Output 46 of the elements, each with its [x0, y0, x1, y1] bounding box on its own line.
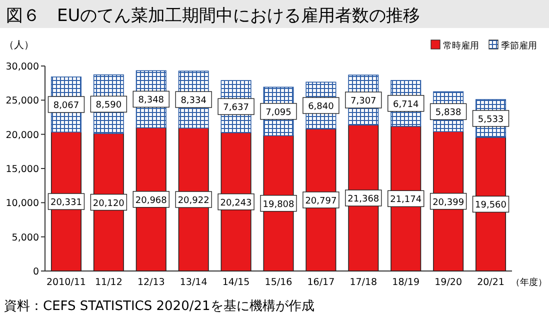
- x-tick-label: 15/16: [264, 277, 292, 288]
- data-label: 8,334: [180, 96, 207, 106]
- data-label: 21,368: [348, 194, 380, 204]
- x-tick-label: 18/19: [392, 277, 420, 288]
- x-tick-label: 2010/11: [46, 277, 86, 288]
- data-label: 8,348: [138, 96, 164, 106]
- x-tick-label: 13/14: [180, 277, 208, 288]
- text: 資料：CEFS STATISTICS 2020/21を基に機構が作成: [4, 299, 314, 314]
- data-label: 21,174: [390, 195, 422, 206]
- x-tick-label: 17/18: [350, 277, 378, 288]
- data-label: 7,307: [350, 96, 376, 107]
- data-label: 6,840: [308, 102, 334, 112]
- data-label: 20,243: [220, 198, 252, 208]
- x-tick-label: 12/13: [137, 277, 165, 288]
- y-tick-label: 25,000: [6, 96, 39, 107]
- data-label: 6,714: [392, 100, 420, 110]
- data-label: 20,331: [50, 198, 82, 208]
- data-label: 5,838: [435, 108, 462, 118]
- data-label: 8,590: [96, 100, 122, 111]
- chart-title: 図６ EUのてん菜加工期間中における雇用者数の推移: [6, 6, 420, 26]
- y-tick-label: 30,000: [6, 62, 39, 72]
- x-tick-label: 14/15: [222, 277, 250, 288]
- x-tick-label: 19/20: [434, 277, 462, 288]
- y-tick-label: 5,000: [12, 232, 39, 244]
- data-label: 20,922: [178, 196, 210, 206]
- y-axis-title: （人）: [4, 40, 34, 51]
- y-tick-label: 0: [32, 266, 39, 278]
- data-label: 20,120: [92, 198, 125, 209]
- y-tick-label: 20,000: [6, 130, 39, 141]
- data-label: 20,399: [432, 198, 464, 208]
- x-axis-title: （年度）: [511, 277, 547, 288]
- data-label: 19,560: [475, 200, 507, 211]
- data-label: 7,637: [223, 103, 249, 114]
- x-tick-label: 11/12: [94, 277, 122, 288]
- data-label: 8,067: [53, 101, 80, 112]
- data-label: 19,808: [262, 200, 295, 210]
- y-tick-label: 10,000: [6, 198, 39, 210]
- data-label: 20,968: [135, 196, 168, 206]
- x-tick-label: 20/21: [477, 277, 504, 288]
- data-label: 5,533: [478, 114, 504, 125]
- data-label: 20,797: [305, 196, 337, 206]
- legend-label: 常時雇用: [443, 40, 479, 52]
- data-label: 7,095: [266, 108, 292, 118]
- y-tick-label: 15,000: [6, 164, 39, 175]
- x-tick-label: 16/17: [307, 277, 335, 288]
- legend-label: 季節雇用: [501, 40, 537, 52]
